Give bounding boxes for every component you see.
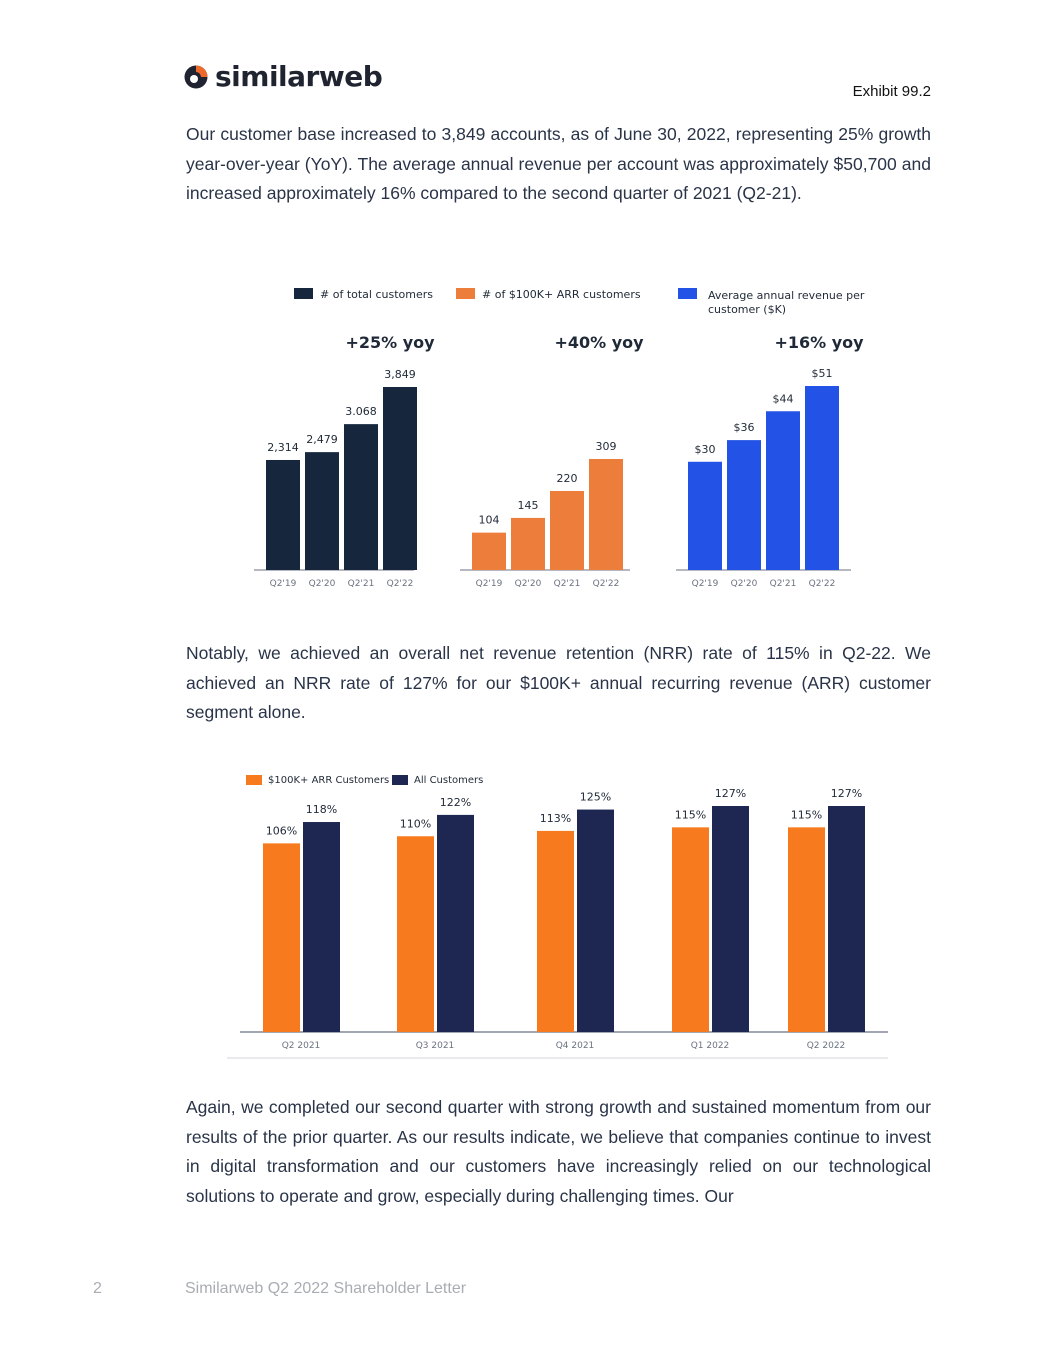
logo-wordmark: similarweb — [215, 60, 383, 93]
chart-1-data-label: 2,479 — [306, 433, 338, 446]
chart-3-bar — [766, 411, 800, 570]
chart-3-legend-label: Average annual revenue per customer ($K) — [708, 289, 865, 316]
chart-1-bar — [305, 452, 339, 570]
nrr-data-label: 122% — [440, 796, 471, 809]
chart-2-data-label: 309 — [596, 440, 617, 453]
chart-3-bar — [688, 461, 722, 570]
company-logo: similarweb — [183, 60, 383, 93]
similarweb-logo-icon — [184, 65, 208, 88]
chart-1-x-tick-label: Q2'22 — [387, 579, 414, 589]
nrr-bar — [263, 843, 300, 1032]
chart-2-legend-label: # of $100K+ ARR customers — [482, 288, 641, 301]
nrr-legend-label: All Customers — [414, 775, 483, 786]
chart-1-legend-swatch — [294, 288, 313, 299]
paragraph-momentum: Again, we completed our second quarter w… — [186, 1097, 931, 1207]
chart-2-data-label: 220 — [557, 472, 578, 485]
chart-3-x-tick-label: Q2'21 — [770, 579, 797, 589]
chart-2-bar — [472, 532, 506, 570]
nrr-data-label: 113% — [540, 812, 571, 825]
nrr-x-tick-label: Q3 2021 — [416, 1041, 455, 1051]
nrr-x-tick-label: Q1 2022 — [691, 1041, 730, 1051]
chart-2-legend-swatch — [456, 288, 475, 299]
chart-2-x-tick-label: Q2'19 — [476, 579, 503, 589]
nrr-legend-label: $100K+ ARR Customers — [268, 775, 389, 786]
chart-3-data-label: $30 — [695, 443, 716, 456]
nrr-bar — [828, 806, 865, 1032]
nrr-x-tick-label: Q4 2021 — [556, 1041, 595, 1051]
chart-1-x-tick-label: Q2'21 — [348, 579, 375, 589]
nrr-bar — [788, 827, 825, 1032]
chart-2-x-tick-label: Q2'20 — [515, 579, 542, 589]
nrr-bar — [577, 809, 614, 1032]
nrr-chart: $100K+ ARR Customers All Customers 106% 118… — [227, 775, 888, 1059]
nrr-data-label: 110% — [400, 817, 431, 830]
chart-3-bar — [727, 440, 761, 570]
chart-2-bar — [550, 490, 584, 570]
chart-2-data-label: 145 — [518, 499, 539, 512]
nrr-data-label: 118% — [306, 803, 337, 816]
chart-3-yoy-annotation: +16% yoy — [774, 333, 864, 352]
nrr-data-label: 115% — [675, 808, 706, 821]
chart-1-bar — [266, 459, 300, 570]
chart-1-bar — [383, 387, 417, 570]
nrr-bar — [537, 830, 574, 1032]
paragraph-nrr: Notably, we achieved an overall net reve… — [186, 643, 931, 723]
nrr-bar — [672, 827, 709, 1032]
nrr-data-label: 115% — [791, 808, 822, 821]
nrr-data-label: 125% — [580, 791, 611, 804]
paragraph-customer-base: Our customer base increased to 3,849 acc… — [186, 124, 931, 204]
nrr-x-tick-label: Q2 2021 — [282, 1041, 321, 1051]
chart-2-data-label: 104 — [479, 514, 500, 527]
chart-3-data-label: $36 — [734, 421, 755, 434]
footer-title: Similarweb Q2 2022 Shareholder Letter — [185, 1280, 467, 1297]
chart-1-yoy-annotation: +25% yoy — [345, 333, 435, 352]
chart-3-bar — [805, 386, 839, 570]
chart-2-x-tick-label: Q2'21 — [554, 579, 581, 589]
exhibit-label: Exhibit 99.2 — [852, 83, 931, 100]
chart-1-x-tick-label: Q2'19 — [270, 579, 297, 589]
chart-2-bar — [511, 517, 545, 570]
nrr-legend-swatch — [246, 775, 262, 785]
chart-1-bar — [344, 424, 378, 570]
chart-3-data-label: $51 — [812, 367, 833, 380]
nrr-bar — [303, 822, 340, 1032]
chart-3-x-tick-label: Q2'22 — [809, 579, 836, 589]
customer-metrics-charts: # of total customers +25% yoy 2,314 Q2'19 2,… — [254, 288, 865, 589]
nrr-data-label: 106% — [266, 824, 297, 837]
nrr-bar — [397, 836, 434, 1032]
nrr-x-tick-label: Q2 2022 — [807, 1041, 846, 1051]
chart-3-x-tick-label: Q2'20 — [731, 579, 758, 589]
chart-1-data-label: 3.068 — [345, 405, 377, 418]
chart-2-yoy-annotation: +40% yoy — [554, 333, 644, 352]
nrr-bar — [712, 806, 749, 1032]
nrr-data-label: 127% — [831, 787, 862, 800]
page-number: 2 — [93, 1280, 102, 1297]
chart-1-x-tick-label: Q2'20 — [309, 579, 336, 589]
chart-2-bar — [589, 459, 623, 570]
chart-2-x-tick-label: Q2'22 — [593, 579, 620, 589]
chart-1-legend-label: # of total customers — [320, 288, 433, 301]
nrr-legend-swatch — [392, 775, 408, 785]
nrr-bar — [437, 814, 474, 1032]
chart-3-data-label: $44 — [773, 392, 794, 405]
chart-1-data-label: 3,849 — [384, 368, 416, 381]
chart-1-data-label: 2,314 — [267, 441, 299, 454]
nrr-data-label: 127% — [715, 787, 746, 800]
chart-3-x-tick-label: Q2'19 — [692, 579, 719, 589]
chart-3-legend-swatch — [678, 288, 697, 299]
